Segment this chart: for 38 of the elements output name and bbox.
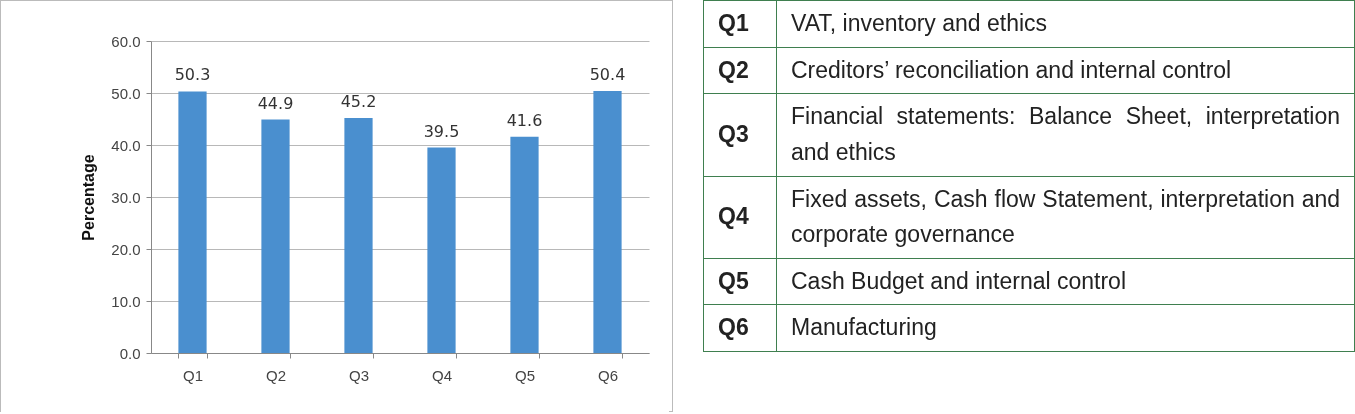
bar [593,90,622,353]
data-label: 45.2 [340,91,377,111]
text: Creditors’ reconciliation and internal control [776,47,1355,94]
bar [178,91,207,353]
y-axis-title: Percentage [80,154,98,241]
text: Fixed assets, Cash flow Statement, interpretation and corporate governance [776,176,1355,259]
text: Manufacturing [776,304,1355,352]
x-tick-label: Q1 [182,366,204,384]
y-tick-label: 60.0 [111,32,141,50]
category-label: Q2 [703,47,777,94]
y-tick-label: 0.0 [119,344,141,362]
category-label: Q6 [703,304,777,352]
data-label: 50.3 [174,65,211,85]
x-tick-label: Q4 [431,366,453,384]
y-tick-label: 20.0 [111,240,141,258]
category-label: Q5 [703,258,777,305]
data-label: 50.4 [589,64,626,84]
data-label: 39.5 [423,121,460,141]
x-tick-label: Q3 [348,366,370,384]
y-tick-label: 50.0 [111,84,141,102]
text: Financial statements: Balance Sheet, interpretation and ethics [776,93,1355,177]
x-tick-label: Q6 [597,366,619,384]
bar [510,136,539,353]
text: VAT, inventory and ethics [776,0,1355,48]
bar [344,117,373,353]
bar [261,119,290,353]
x-tick-label: Q5 [514,366,536,384]
x-tick-label: Q2 [265,366,287,384]
bar [427,147,456,353]
data-label: 41.6 [506,110,543,130]
category-label: Q4 [703,176,777,259]
data-label: 44.9 [257,93,294,113]
text: Cash Budget and internal control [776,258,1355,305]
y-tick-label: 30.0 [111,188,141,206]
category-label: Q1 [703,0,777,48]
category-label: Q3 [703,93,777,177]
y-tick-label: 10.0 [111,292,141,310]
y-tick-label: 40.0 [111,136,141,154]
